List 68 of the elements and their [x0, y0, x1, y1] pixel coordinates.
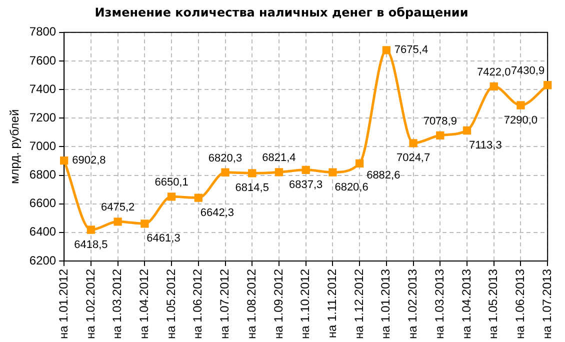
x-tick-label: на 1.12.2012: [352, 268, 366, 340]
point: [382, 46, 391, 54]
point: [355, 159, 364, 168]
x-tick-label: на 1.01.2013: [378, 268, 393, 340]
point: [462, 126, 472, 135]
data-label: 6882,6: [366, 169, 400, 182]
y-tick-label: 6400: [29, 224, 56, 239]
data-label: 7078,9: [423, 115, 457, 128]
data-label: 7422,0: [477, 66, 511, 78]
y-tick-label: 7400: [29, 82, 56, 96]
y-axis-title: млрд. рублей: [8, 109, 22, 184]
x-tick-label: на 1.10.2012: [298, 268, 312, 340]
y-tick-label: 7200: [29, 110, 56, 124]
x-tick-label: на 1.06.2012: [190, 268, 205, 340]
data-label: 7024,7: [396, 152, 430, 164]
point: [167, 192, 176, 201]
data-label: 6820,6: [334, 181, 368, 194]
point: [328, 168, 337, 176]
data-label: 6642,3: [200, 206, 234, 219]
data-label: 6902,8: [72, 154, 106, 167]
x-tick-label: на 1.05.2012: [164, 268, 178, 340]
point: [221, 168, 230, 176]
data-label: 7675,4: [394, 44, 428, 56]
x-tick-label: на 1.09.2012: [271, 268, 286, 340]
y-tick-label: 7000: [29, 139, 56, 154]
data-label: 6814,5: [235, 182, 269, 194]
x-tick-label: на 1.02.2013: [406, 268, 420, 340]
x-tick-label: на 1.04.2013: [459, 268, 474, 340]
data-label: 6475,2: [100, 202, 135, 214]
y-tick-label: 6600: [29, 196, 56, 210]
point: [194, 194, 202, 202]
x-tick-label: на 1.07.2012: [218, 268, 232, 340]
y-tick-label: 6800: [29, 168, 56, 182]
x-tick-label: на 1.04.2012: [136, 268, 151, 340]
x-tick-label: на 1.01.2012: [56, 268, 70, 340]
x-tick-label: на 1.05.2013: [486, 268, 500, 340]
point: [274, 168, 284, 176]
data-label: 7430,9: [510, 65, 545, 78]
point: [248, 169, 256, 178]
data-label: 6820,3: [208, 152, 242, 164]
point: [114, 218, 122, 226]
x-tick-label: на 1.08.2012: [244, 268, 258, 340]
data-label: 6650,1: [154, 176, 188, 189]
data-label: 6821,4: [262, 152, 296, 164]
point: [490, 82, 498, 90]
chart-title: Изменение количества наличных денег в обращении: [94, 5, 468, 20]
y-tick-label: 6200: [29, 253, 56, 268]
point: [302, 166, 310, 174]
x-tick-label: на 1.03.2012: [110, 268, 124, 340]
point: [409, 139, 418, 148]
point: [60, 156, 68, 165]
x-tick-label: на 1.07.2013: [540, 268, 554, 340]
data-label: 6418,5: [74, 238, 108, 251]
x-tick-label: на 1.06.2013: [513, 268, 528, 340]
x-tick-label: на 1.02.2012: [83, 268, 98, 340]
data-label: 7290,0: [504, 114, 538, 126]
point: [86, 226, 96, 234]
x-tick-label: на 1.03.2013: [432, 268, 446, 340]
data-label: 6461,3: [146, 232, 180, 245]
point: [140, 220, 149, 228]
point: [436, 131, 444, 140]
point: [516, 101, 525, 110]
y-tick-label: 7600: [29, 53, 56, 68]
data-label: 7113,3: [469, 140, 502, 152]
x-tick-label: на 1.11.2012: [325, 268, 340, 338]
point: [544, 81, 552, 90]
data-label: 6837,3: [289, 178, 323, 191]
y-tick-label: 7800: [29, 24, 56, 39]
